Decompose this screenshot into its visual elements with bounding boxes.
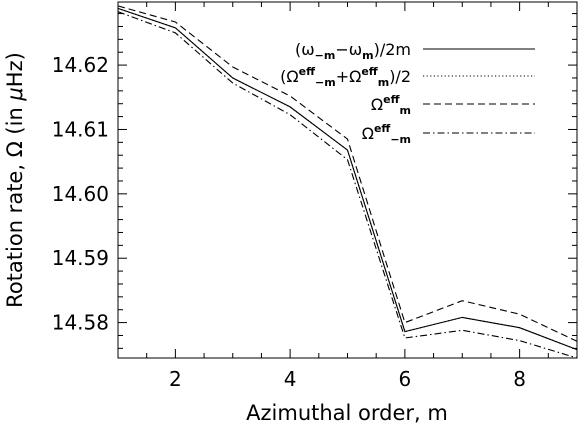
series-line-s3: [117, 5, 578, 342]
x-tick-label: 8: [513, 367, 526, 391]
legend-label-s1: (ω−m−ωm)/2m: [295, 40, 411, 62]
x-tick-label: 2: [169, 367, 182, 391]
x-axis-title: Azimuthal order, m: [246, 401, 448, 425]
x-tick-label: 4: [284, 367, 297, 391]
y-axis-title: Rotation rate, Ω (in μHz): [3, 52, 27, 308]
y-tick-labels: 14.58 14.59 14.60 14.61 14.62: [52, 53, 109, 335]
series-line-s2: [117, 7, 578, 351]
series-lines: [117, 5, 578, 359]
legend: (ω−m−ωm)/2m (Ωeff−m+Ωeffm)/2 Ωeffm Ωeff−m: [280, 40, 535, 146]
y-axis-title-mu: μ: [3, 87, 27, 101]
y-tick-label: 14.60: [52, 182, 109, 206]
legend-label-s3: Ωeffm: [371, 93, 411, 117]
y-tick-label: 14.61: [52, 117, 109, 141]
y-axis-title-unit: Hz): [3, 52, 27, 87]
y-axis-title-prefix: Rotation rate, Ω (in: [3, 101, 27, 308]
y-tick-label: 14.59: [52, 246, 109, 270]
series-line-s1: [117, 7, 578, 351]
legend-label-s4: Ωeff−m: [362, 122, 411, 146]
y-tick-label: 14.62: [52, 53, 109, 77]
legend-label-s2: (Ωeff−m+Ωeffm)/2: [280, 65, 411, 89]
axis-ticks: [117, 2, 578, 358]
y-tick-label: 14.58: [52, 311, 109, 335]
series-line-s4: [117, 11, 578, 359]
x-tick-labels: 2 4 6 8: [169, 367, 526, 391]
x-tick-label: 6: [399, 367, 412, 391]
